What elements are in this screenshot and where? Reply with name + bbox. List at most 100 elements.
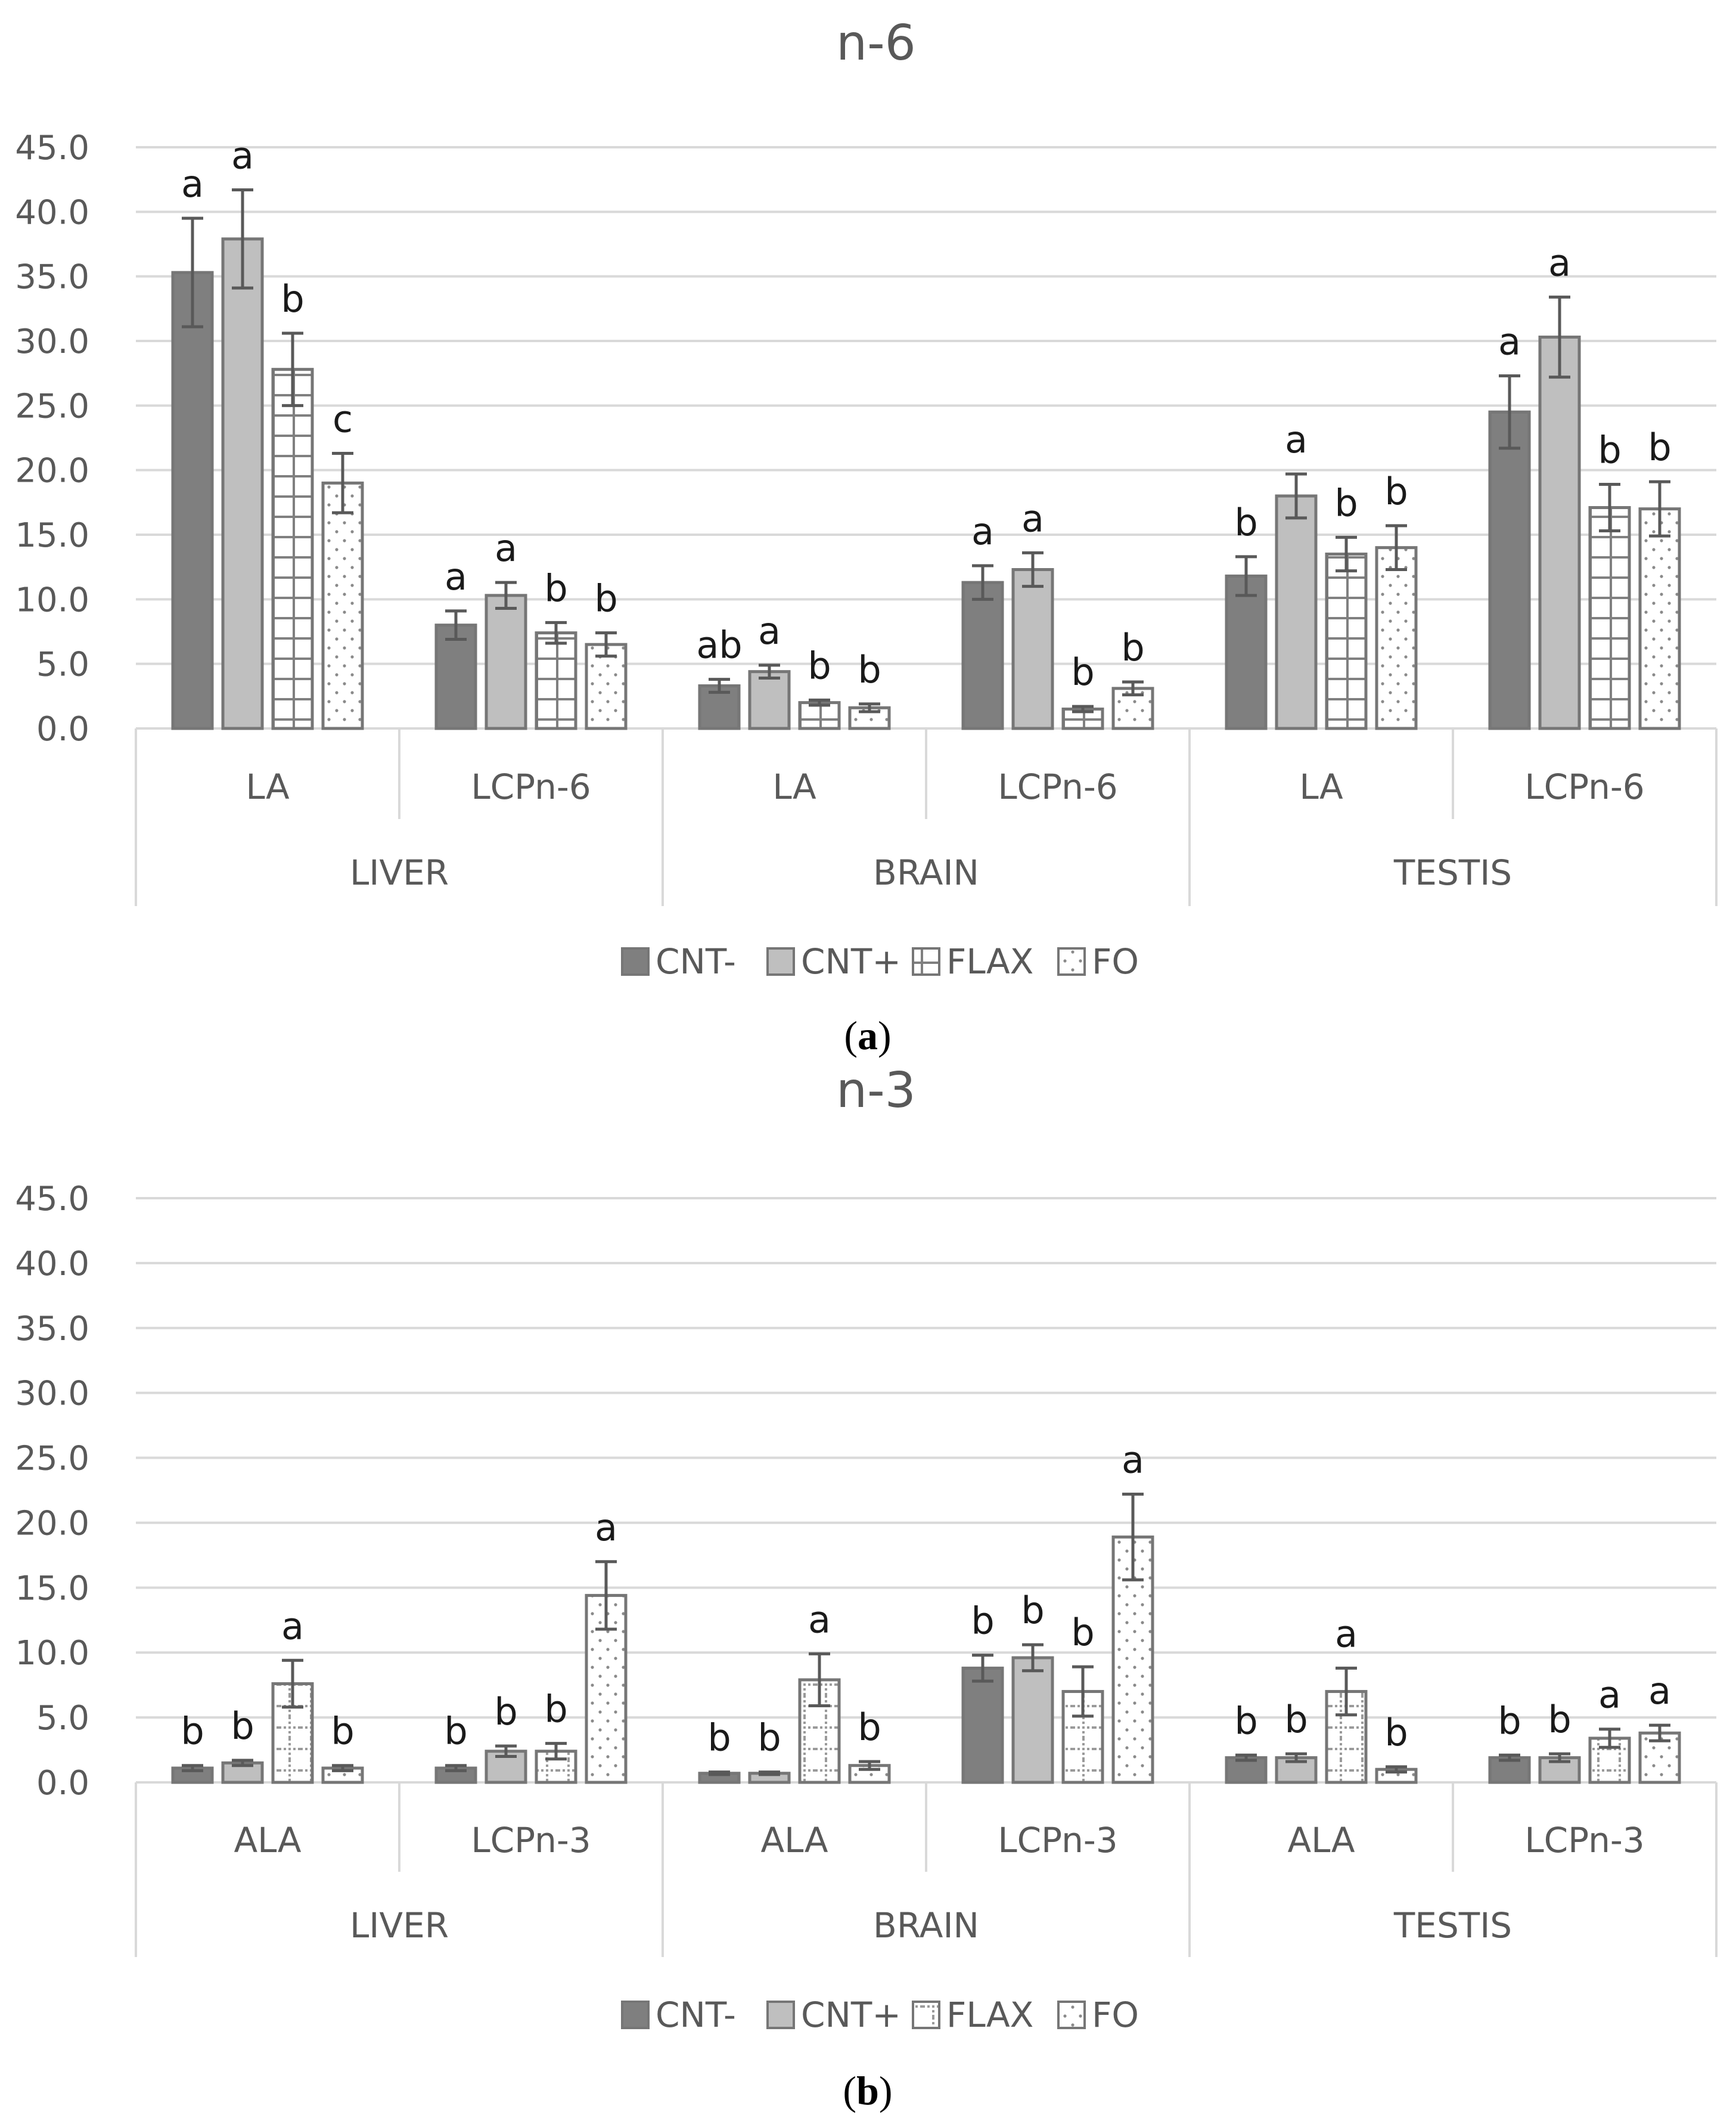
x-category-label: LCPn-3	[471, 1820, 591, 1860]
significance-letter: b	[1071, 650, 1094, 694]
significance-letter: b	[1121, 626, 1144, 669]
legend-label-fo: FO	[1092, 1995, 1139, 2035]
significance-letter: b	[1498, 1699, 1521, 1742]
x-category-label: ALA	[234, 1820, 302, 1860]
legend-label-cnt: CNT+	[801, 941, 901, 982]
significance-letter: a	[758, 609, 781, 653]
legend-swatch-cnt	[621, 947, 650, 976]
bar-cnt	[434, 624, 477, 730]
bar-fo	[848, 1764, 891, 1784]
x-category-label: LA	[772, 767, 816, 807]
bar-fo	[848, 706, 891, 730]
bar-cnt	[1538, 336, 1581, 730]
legend-label-cnt: CNT+	[801, 1995, 901, 2035]
significance-letter: b	[1384, 470, 1408, 513]
legend-swatch-fo	[1057, 2001, 1086, 2029]
caption-a: (a)	[844, 1013, 891, 1058]
significance-letter: ab	[696, 624, 742, 667]
significance-letter: a	[1548, 241, 1571, 284]
bar-flax	[271, 368, 314, 730]
significance-letter: b	[858, 1705, 881, 1749]
x-category-label: ALA	[761, 1820, 828, 1860]
caption-b: (b)	[843, 2068, 892, 2113]
y-tick-label: 45.0	[15, 1180, 89, 1218]
significance-letter: b	[1548, 1698, 1571, 1741]
significance-letter: a	[1498, 320, 1521, 364]
significance-letter: b	[594, 577, 617, 621]
significance-letter: a	[808, 1598, 831, 1641]
y-tick-label: 15.0	[15, 1569, 89, 1608]
significance-letter: b	[1384, 1711, 1408, 1754]
bar-cnt	[1011, 1656, 1054, 1784]
legend-label-flax: FLAX	[946, 941, 1033, 982]
significance-letter: a	[595, 1506, 617, 1549]
y-tick-label: 15.0	[15, 516, 89, 555]
significance-letter: a	[1285, 418, 1308, 461]
x-category-label: ALA	[1288, 1820, 1355, 1860]
y-tick-label: 0.0	[36, 710, 89, 749]
x-category-label: LCPn-6	[1524, 767, 1644, 807]
significance-letter: b	[1071, 1611, 1094, 1654]
bar-cnt	[748, 670, 791, 730]
x-category-label: LA	[1299, 767, 1343, 807]
bar-cnt	[1488, 410, 1531, 730]
legend-label-flax: FLAX	[946, 1995, 1033, 2035]
bar-flax	[1588, 506, 1631, 730]
bar-cnt	[961, 581, 1004, 730]
x-category-label: LCPn-6	[998, 767, 1117, 807]
significance-letter: a	[1335, 1612, 1358, 1655]
x-category-label: LA	[246, 767, 290, 807]
bar-cnt	[1225, 574, 1268, 730]
significance-letter: c	[333, 398, 353, 441]
significance-letter: a	[231, 134, 254, 178]
significance-letter: a	[1648, 1669, 1671, 1713]
x-group-label: BRAIN	[873, 852, 979, 893]
legend-swatch-cnt	[766, 2001, 795, 2029]
significance-letter: b	[444, 1710, 467, 1753]
legend-label-cnt: CNT-	[656, 1995, 736, 2035]
y-tick-label: 20.0	[15, 1504, 89, 1543]
significance-letter: b	[707, 1716, 731, 1760]
bar-cnt	[171, 271, 214, 730]
y-tick-label: 25.0	[15, 387, 89, 426]
x-category-label: LCPn-3	[998, 1820, 1117, 1860]
bar-cnt	[1011, 568, 1054, 730]
significance-letter: b	[808, 644, 831, 687]
significance-letter: b	[331, 1710, 354, 1753]
significance-letter: b	[231, 1704, 254, 1748]
legend-swatch-cnt	[766, 947, 795, 976]
legend-swatch-flax	[912, 947, 940, 976]
y-tick-label: 20.0	[15, 452, 89, 491]
x-group-label: BRAIN	[873, 1905, 979, 1946]
bar-cnt	[1275, 494, 1318, 730]
significance-letter: b	[757, 1716, 781, 1760]
bar-cnt	[1225, 1756, 1268, 1784]
significance-letter: a	[445, 555, 467, 598]
significance-letter: b	[544, 1688, 567, 1731]
y-tick-label: 40.0	[15, 1245, 89, 1283]
y-tick-label: 0.0	[36, 1764, 89, 1803]
y-tick-label: 10.0	[15, 1634, 89, 1673]
bar-flax	[535, 631, 577, 730]
significance-letter: b	[1334, 481, 1358, 525]
y-tick-label: 25.0	[15, 1440, 89, 1478]
significance-letter: b	[181, 1710, 204, 1753]
bar-fo	[585, 643, 628, 730]
significance-letter: b	[494, 1690, 517, 1733]
y-tick-label: 30.0	[15, 322, 89, 361]
chart-title: n-6	[836, 15, 916, 72]
bar-cnt	[221, 237, 264, 730]
significance-letter: a	[281, 1604, 304, 1648]
y-tick-label: 10.0	[15, 581, 89, 619]
significance-letter: a	[1598, 1673, 1621, 1717]
y-tick-label: 30.0	[15, 1375, 89, 1413]
legend-swatch-cnt	[621, 2001, 650, 2029]
significance-letter: a	[181, 162, 204, 206]
y-tick-label: 35.0	[15, 258, 89, 297]
significance-letter: a	[1122, 1438, 1144, 1482]
panel-n3-chart: n-3 0.0 5.0 10.0 15.0 20.0 25.0 30.0 35.0 40.0 45.…	[15, 1062, 1718, 2035]
x-group-label: TESTIS	[1393, 852, 1512, 893]
y-tick-label: 5.0	[36, 646, 89, 684]
bar-fo	[1375, 546, 1418, 730]
